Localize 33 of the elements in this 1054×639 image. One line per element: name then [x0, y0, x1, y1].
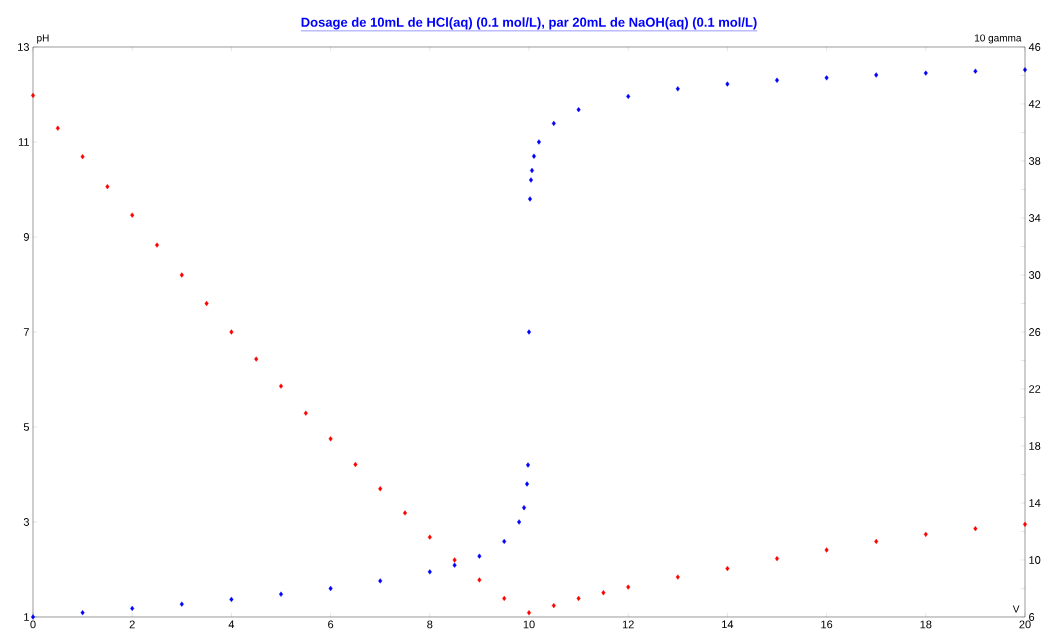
y2-tick-label: 18: [1029, 442, 1041, 450]
y2-tick-label: 46: [1028, 43, 1041, 51]
x-tick-label: 10: [523, 620, 535, 629]
y-tick-label: 7: [23, 328, 29, 336]
x-tick-label: 6: [328, 620, 334, 629]
x-tick-label: 0: [30, 620, 36, 629]
y2-tick-label: 26: [1029, 328, 1041, 336]
y-tick-label: 3: [23, 518, 29, 526]
x-tick-label: 18: [920, 620, 932, 629]
chart-title: Dosage de 10mL de HCl(aq) (0.1 mol/L), par 20mL de NaOH(aq) (0.1 mol/L): [301, 17, 757, 30]
x-axis-title: V: [1012, 605, 1020, 613]
y2-axis-title: 10 gamma: [974, 34, 1022, 44]
y2-tick-label: 22: [1029, 385, 1041, 393]
x-tick-label: 16: [821, 620, 833, 629]
y-tick-label: 1: [24, 613, 29, 621]
y2-tick-label: 42: [1028, 100, 1041, 108]
y-tick-label: 5: [23, 423, 30, 431]
x-tick-label: 2: [129, 620, 135, 629]
y2-tick-label: 34: [1028, 214, 1041, 222]
y-tick-label: 11: [18, 138, 29, 146]
x-tick-label: 12: [622, 620, 634, 629]
y2-tick-label: 38: [1028, 157, 1041, 165]
y-tick-label: 9: [23, 233, 29, 241]
x-tick-label: 8: [427, 620, 433, 629]
y2-tick-label: 6: [1029, 613, 1035, 621]
y-tick-label: 13: [18, 43, 29, 51]
y2-tick-label: 30: [1028, 271, 1041, 279]
y-axis-title: pH: [37, 34, 49, 44]
x-tick-label: 14: [722, 620, 734, 629]
y2-tick-label: 14: [1029, 499, 1041, 507]
x-tick-label: 20: [1019, 620, 1031, 629]
x-tick-label: 4: [228, 620, 235, 629]
y2-tick-label: 10: [1029, 556, 1041, 564]
